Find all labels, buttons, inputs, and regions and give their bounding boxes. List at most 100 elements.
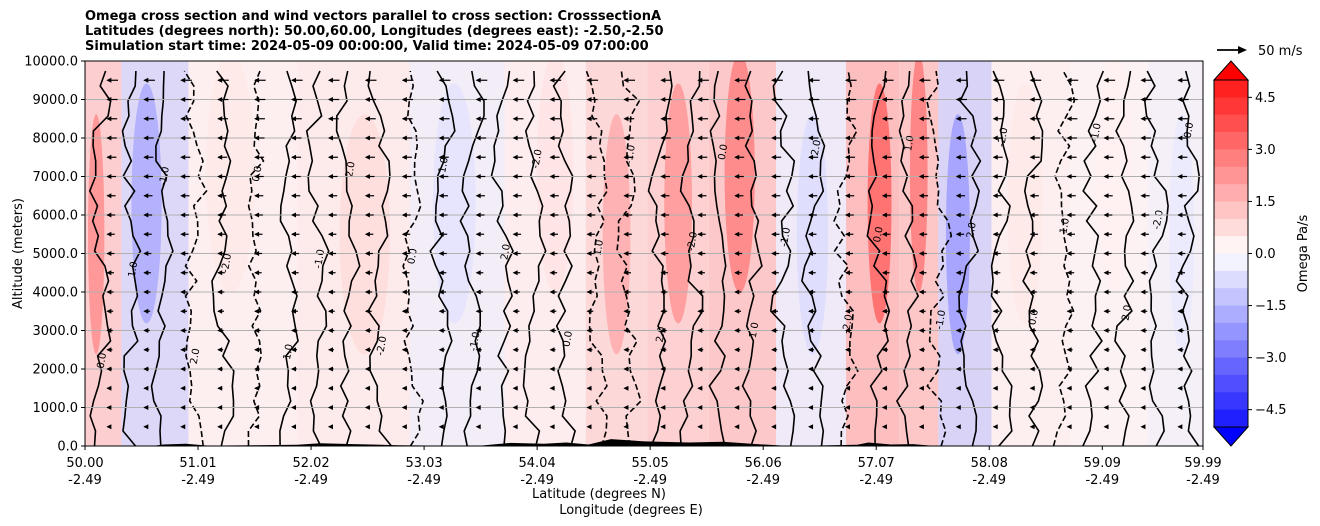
- x-tick-label-lon: -2.49: [181, 473, 215, 488]
- wind-arrow-head: [955, 308, 961, 314]
- colorbar-label: Omega Pa/s: [1296, 214, 1311, 292]
- wind-arrow-head: [1066, 424, 1072, 430]
- contour-label: 0.0: [872, 226, 886, 244]
- wind-arrow-head: [623, 289, 629, 295]
- wind-arrow-head: [327, 77, 333, 83]
- wind-arrow-head: [180, 154, 186, 160]
- wind-arrow-head: [106, 289, 112, 295]
- wind-arrow-head: [697, 366, 703, 372]
- wind-arrow-head: [1029, 347, 1035, 353]
- x-tick-label-lon: -2.49: [520, 473, 554, 488]
- wind-arrow-head: [327, 212, 333, 218]
- wind-arrow-head: [327, 405, 333, 410]
- wind-arrow-head: [180, 385, 186, 391]
- wind-arrow-head: [106, 328, 112, 333]
- wind-arrow-head: [1103, 366, 1109, 372]
- wind-arrow-head: [586, 366, 592, 372]
- wind-arrow-head: [881, 116, 887, 122]
- wind-arrow-head: [1103, 174, 1109, 179]
- wind-arrow-head: [881, 193, 887, 199]
- contour-label: 2.0: [810, 139, 824, 157]
- y-tick-label: 7000.0: [33, 170, 79, 185]
- colorbar-step: [1214, 322, 1248, 341]
- colorbar-step: [1214, 392, 1248, 411]
- wind-arrow-head: [771, 347, 777, 353]
- wind-arrow-head: [1177, 77, 1183, 83]
- contour-line: [459, 70, 485, 446]
- wind-arrow-head: [734, 154, 740, 160]
- wind-arrow-head: [1066, 135, 1072, 141]
- wind-arrow-head: [512, 385, 518, 391]
- contour-label: -2.0: [375, 335, 389, 356]
- wind-arrow-head: [1177, 193, 1183, 199]
- wind-arrow-head: [364, 193, 370, 199]
- colorbar-step: [1214, 305, 1248, 324]
- wind-arrow-head: [438, 424, 444, 430]
- wind-arrow-head: [623, 308, 629, 314]
- y-axis-label: Altitude (meters): [11, 198, 26, 309]
- wind-arrow-head: [623, 135, 629, 141]
- terrain-silhouette: [85, 439, 1203, 446]
- wind-arrow-head: [291, 174, 297, 179]
- wind-arrow-head: [327, 154, 333, 160]
- wind-arrow-head: [992, 308, 998, 314]
- x-axis-label-lat: Latitude (degrees N): [532, 487, 666, 502]
- wind-arrow-head: [512, 251, 518, 256]
- colorbar-step: [1214, 184, 1248, 202]
- wind-arrow-head: [1140, 251, 1146, 256]
- x-tick-label-lat: 52.02: [292, 456, 329, 471]
- wind-arrow-head: [438, 385, 444, 391]
- quiver-key: 50 m/s: [1217, 44, 1303, 59]
- x-tick-label-lat: 51.01: [179, 456, 216, 471]
- wind-arrow-head: [106, 135, 112, 141]
- wind-arrow-head: [512, 424, 518, 430]
- wind-arrow-head: [586, 97, 592, 102]
- wind-arrow-head: [549, 366, 555, 372]
- contour-line: [833, 70, 859, 446]
- wind-arrow-head: [697, 97, 703, 102]
- contour-line: [279, 70, 299, 446]
- wind-arrow-head: [401, 424, 407, 430]
- contour-line: [769, 70, 796, 446]
- wind-arrow-head: [623, 385, 629, 391]
- contour-label: 1.0: [127, 261, 141, 279]
- wind-arrow-head: [881, 97, 887, 102]
- wind-arrow-head: [180, 135, 186, 141]
- wind-arrow-head: [401, 251, 407, 256]
- wind-arrow-head: [586, 251, 592, 256]
- wind-arrow-head: [1140, 270, 1146, 276]
- wind-arrow-head: [1029, 366, 1035, 372]
- wind-arrow-head: [364, 289, 370, 295]
- wind-arrow-head: [845, 366, 851, 372]
- wind-arrow-head: [1029, 77, 1035, 83]
- omega-core: [88, 114, 105, 355]
- wind-arrow-head: [143, 289, 149, 295]
- wind-arrow-head: [401, 385, 407, 391]
- wind-arrow-head: [180, 308, 186, 314]
- wind-arrow-head: [623, 174, 629, 179]
- wind-arrow-head: [992, 77, 998, 83]
- wind-arrow-head: [918, 97, 924, 102]
- wind-arrow-head: [955, 135, 961, 141]
- wind-arrow-head: [586, 212, 592, 218]
- contour-label: 0.0: [1027, 308, 1041, 326]
- wind-arrow-head: [180, 77, 186, 83]
- wind-arrow-head: [992, 251, 998, 256]
- wind-arrow-head: [955, 174, 961, 179]
- wind-arrow-head: [771, 328, 777, 333]
- wind-arrow-head: [992, 270, 998, 276]
- wind-arrow-head: [586, 135, 592, 141]
- wind-arrow-head: [549, 308, 555, 314]
- colorbar-step: [1214, 253, 1248, 272]
- y-tick-label: 3000.0: [33, 324, 79, 339]
- wind-arrow-head: [106, 385, 112, 391]
- wind-arrow-head: [845, 174, 851, 179]
- wind-arrow-head: [1177, 251, 1183, 256]
- wind-arrow-head: [1066, 405, 1072, 410]
- wind-arrow-head: [143, 193, 149, 199]
- wind-arrow-head: [623, 77, 629, 83]
- wind-arrow-head: [623, 347, 629, 353]
- axes: 0.0 1000.0 2000.0 3000.0 4000.0 5000.0 6000.0 7…: [11, 55, 1222, 519]
- wind-arrow-head: [992, 154, 998, 160]
- wind-arrow-head: [1029, 116, 1035, 122]
